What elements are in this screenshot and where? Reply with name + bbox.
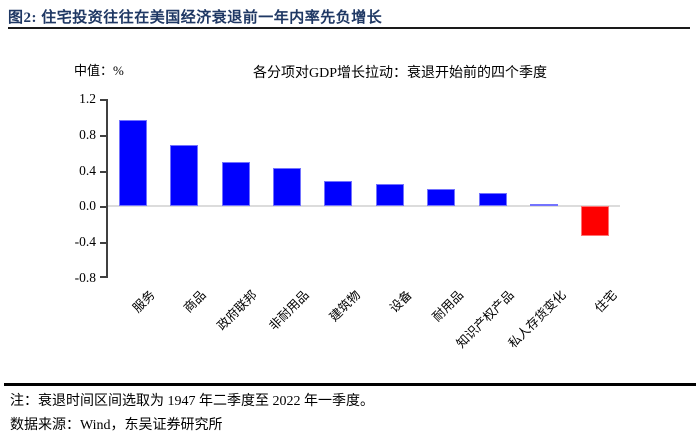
title-divider: [8, 27, 690, 29]
y-tick-mark: [100, 170, 106, 173]
bar-私人存货变化: [529, 203, 558, 207]
footnote: 注：衰退时间区间选取为 1947 年二季度至 2022 年一季度。: [10, 394, 374, 409]
data-source: 数据来源：Wind，东吴证券研究所: [10, 418, 223, 433]
y-tick-mark: [100, 134, 106, 137]
y-tick-mark: [100, 206, 106, 209]
x-category-label-设备: 设备: [386, 287, 415, 316]
footer-divider: [4, 383, 696, 386]
x-category-label-非耐用品: 非耐用品: [266, 287, 312, 334]
y-tick-mark: [100, 242, 106, 245]
y-axis-unit-label: 中值：%: [74, 63, 124, 78]
bar-设备: [375, 184, 404, 207]
x-axis-labels: 服务 商品 政府联邦 非耐用品 建筑物 设备 耐用品 知识产权产品 私人存货变化 住宅: [106, 285, 620, 375]
y-tick-label: 0.4: [79, 162, 96, 178]
x-category-label-住宅: 住宅: [592, 287, 621, 316]
plot-area: 1.2 0.8 0.4 0.0 -0.4 -0.8: [75, 91, 620, 285]
x-category-label-商品: 商品: [181, 287, 209, 316]
y-axis-line: [106, 99, 108, 278]
x-category-label-政府联邦: 政府联邦: [214, 287, 261, 334]
chart-title: 各分项对GDP增长拉动：衰退开始前的四个季度: [252, 66, 547, 81]
x-category-label-耐用品: 耐用品: [429, 287, 466, 325]
zero-baseline: [108, 205, 620, 208]
y-tick-label: -0.8: [74, 270, 96, 285]
bar-知识产权产品: [478, 192, 507, 207]
y-tick-mark: [100, 99, 106, 101]
figure-title: 图2: 住宅投资往往在美国经济衰退前一年内率先负增长: [8, 10, 383, 26]
y-tick-label: 0.8: [79, 126, 96, 142]
y-tick-label: 0.0: [79, 198, 96, 214]
x-category-label-建筑物: 建筑物: [326, 287, 364, 325]
bar-非耐用品: [272, 167, 301, 207]
bar-政府联邦: [221, 161, 250, 207]
bar-商品: [170, 144, 199, 207]
bar-耐用品: [427, 189, 456, 207]
y-tick-label: -0.4: [74, 234, 96, 250]
bar-服务: [118, 119, 147, 207]
bar-住宅: [581, 206, 610, 236]
y-tick-mark: [100, 276, 106, 278]
x-category-label-服务: 服务: [129, 287, 158, 316]
bar-建筑物: [324, 181, 353, 207]
y-tick-label: 1.2: [79, 91, 96, 106]
